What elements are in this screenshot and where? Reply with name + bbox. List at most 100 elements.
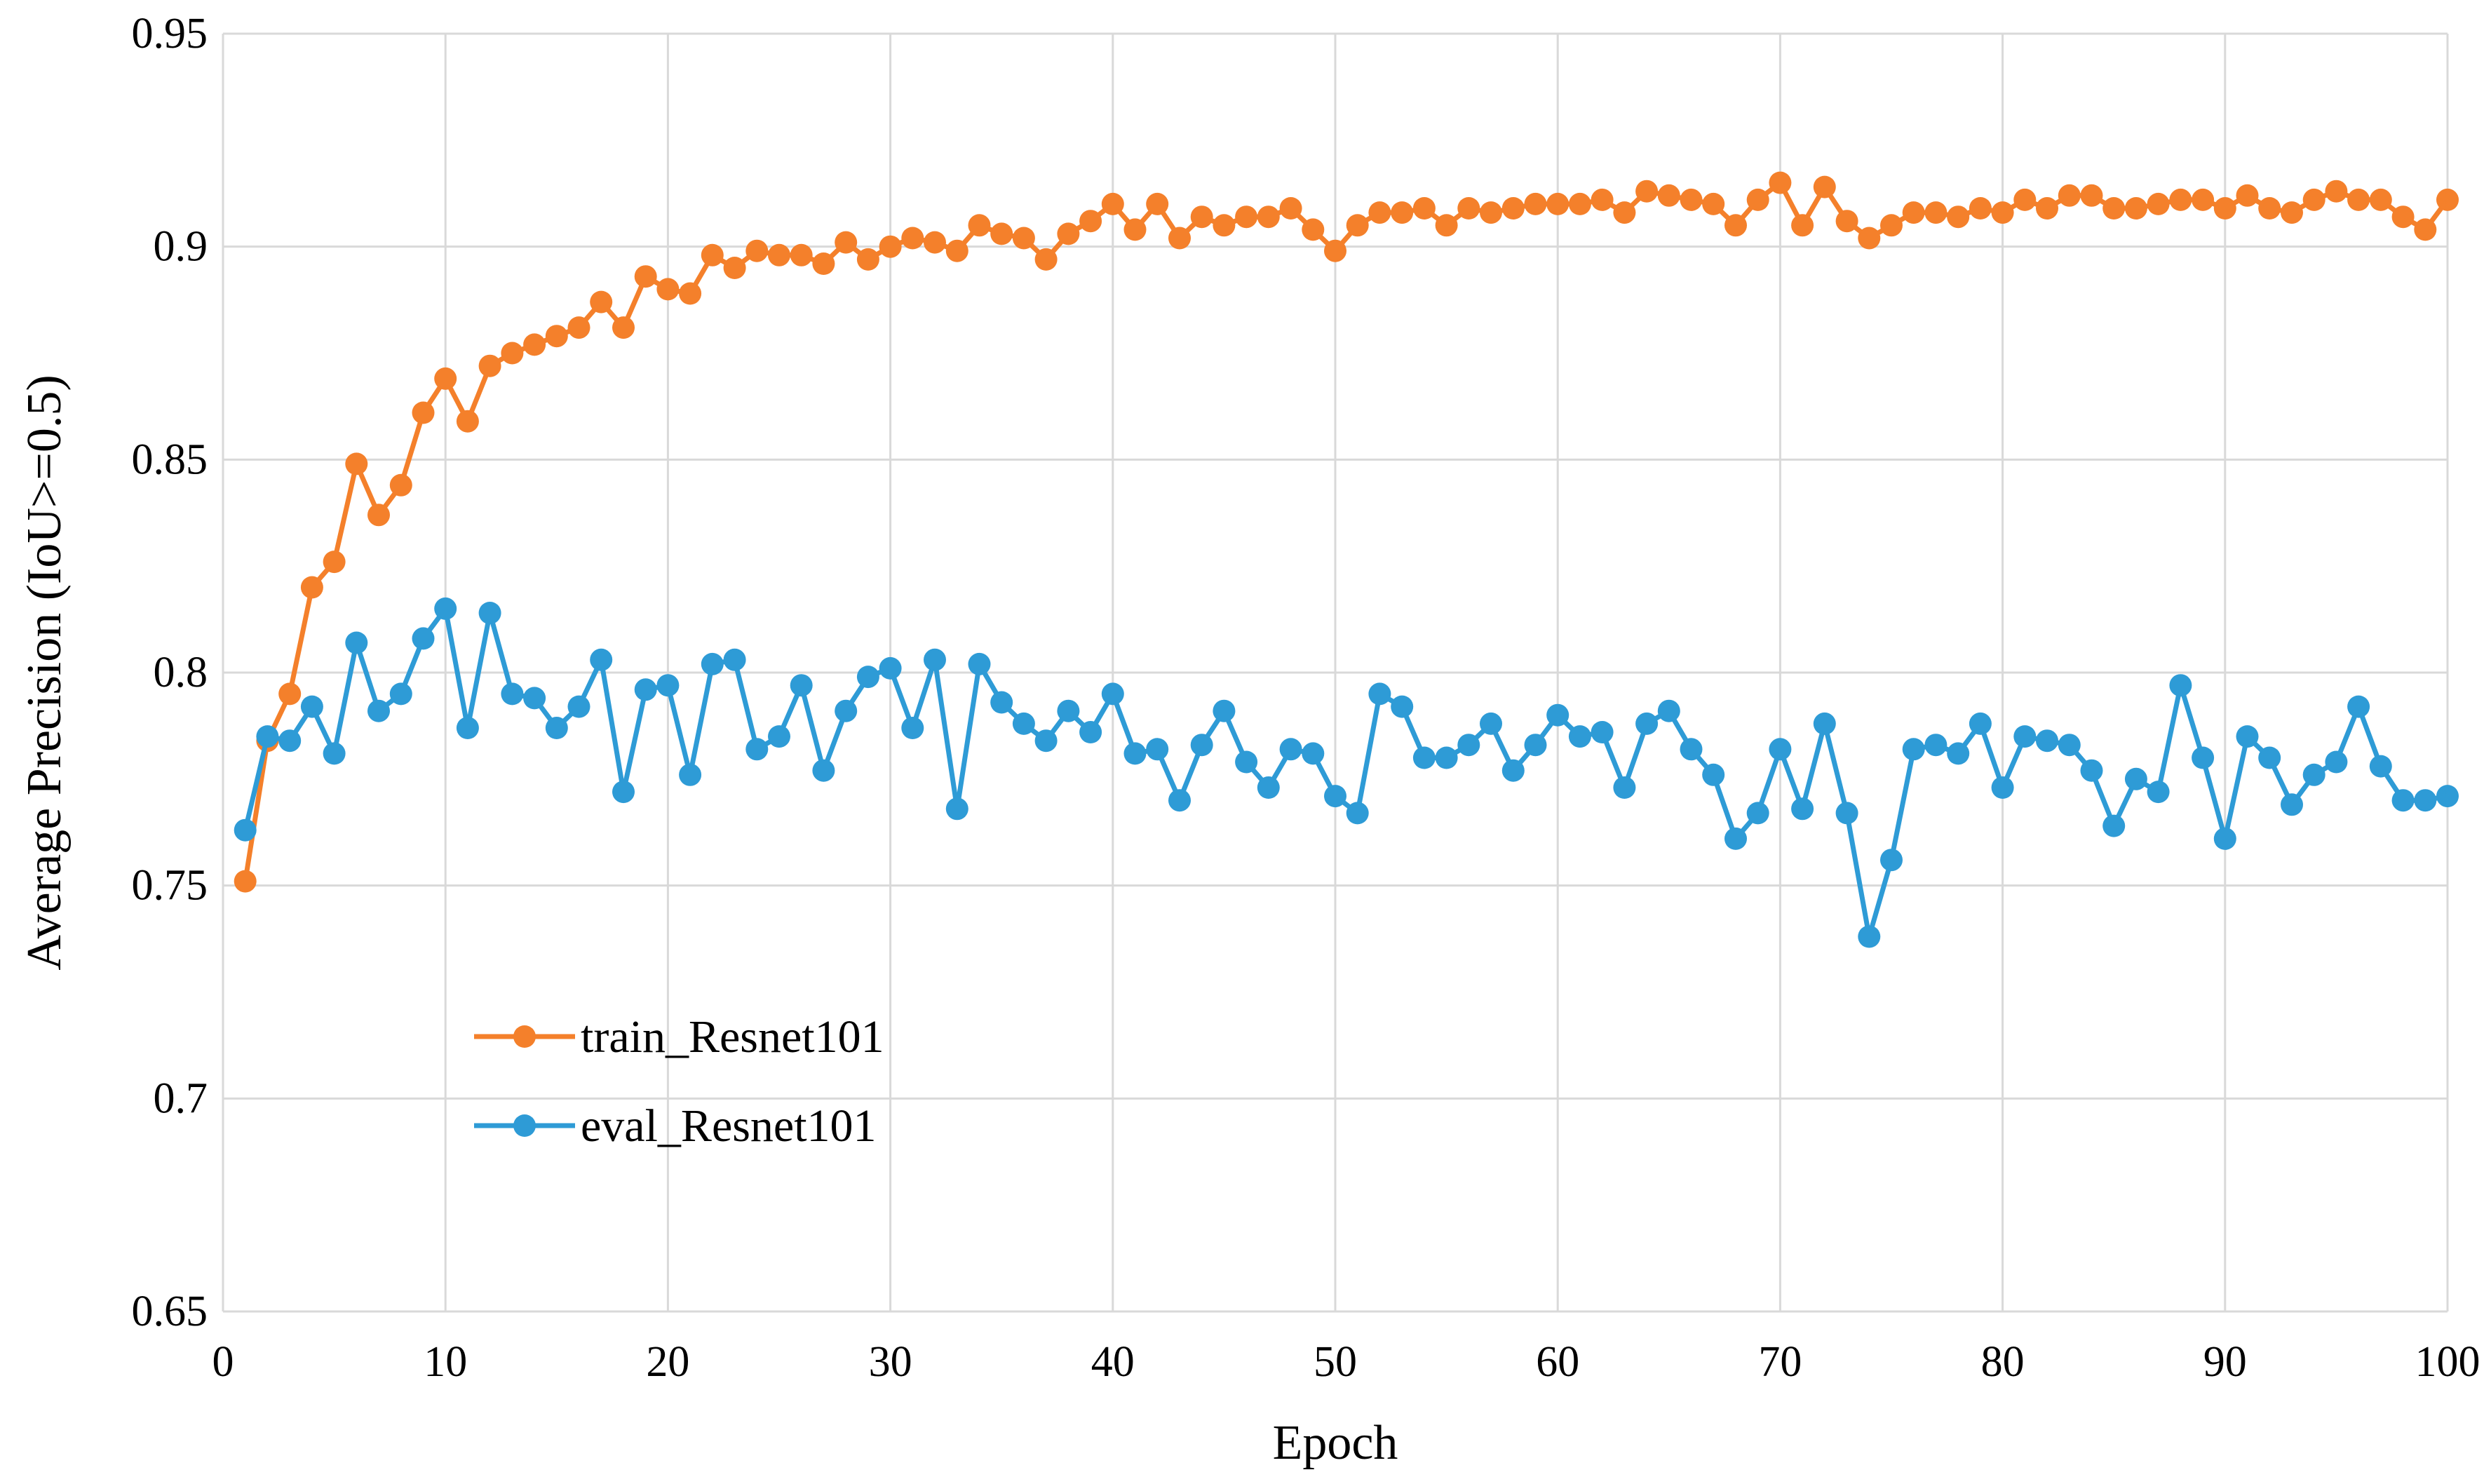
data-point xyxy=(1546,192,1569,215)
data-point xyxy=(2369,755,2392,778)
data-point xyxy=(612,781,635,804)
data-point xyxy=(1902,201,1925,224)
data-point xyxy=(2102,197,2126,220)
data-point xyxy=(1568,725,1591,748)
data-point xyxy=(1302,218,1325,241)
data-point xyxy=(1702,763,1725,786)
data-point xyxy=(634,265,657,288)
data-point xyxy=(1858,925,1881,948)
data-point xyxy=(1079,210,1102,233)
x-tick-label: 80 xyxy=(1981,1338,2025,1386)
y-tick-label: 0.65 xyxy=(132,1288,208,1335)
data-point xyxy=(1813,175,1836,198)
data-point xyxy=(901,227,924,250)
data-point xyxy=(234,818,257,842)
data-point xyxy=(1190,734,1213,757)
data-point xyxy=(924,231,946,254)
data-point xyxy=(1724,214,1747,237)
x-axis-title: Epoch xyxy=(1273,1416,1398,1470)
data-point xyxy=(1680,188,1703,211)
x-tick-label: 40 xyxy=(1091,1338,1135,1386)
data-point xyxy=(612,316,635,339)
data-point xyxy=(2391,205,2415,229)
data-point xyxy=(367,699,390,722)
x-tick-label: 30 xyxy=(869,1338,912,1386)
data-point xyxy=(634,678,657,701)
data-point xyxy=(434,597,457,620)
legend-item: train_Resnet101 xyxy=(474,1011,884,1063)
data-point xyxy=(1924,201,1947,224)
y-tick-label: 0.7 xyxy=(154,1074,208,1122)
x-tick-label: 10 xyxy=(424,1338,467,1386)
data-point xyxy=(2036,197,2058,220)
data-point xyxy=(968,652,991,675)
data-point xyxy=(345,631,368,654)
x-tick-label: 60 xyxy=(1536,1338,1579,1386)
data-point xyxy=(323,551,346,574)
data-point xyxy=(1279,197,1302,220)
y-tick-label: 0.95 xyxy=(132,10,208,58)
x-tick-label: 70 xyxy=(1758,1338,1802,1386)
data-point xyxy=(1235,205,1258,229)
data-point xyxy=(1457,734,1480,757)
data-point xyxy=(1947,742,1970,765)
data-point xyxy=(590,290,613,313)
data-point xyxy=(1791,214,1814,237)
data-point xyxy=(1213,699,1236,722)
data-point xyxy=(1012,712,1035,735)
data-point xyxy=(835,699,858,722)
data-point xyxy=(2302,763,2325,786)
data-point xyxy=(701,243,724,267)
data-point xyxy=(1858,227,1881,250)
data-point xyxy=(300,695,323,718)
data-point xyxy=(1012,227,1035,250)
series-line xyxy=(243,606,2450,939)
y-tick-label: 0.9 xyxy=(154,223,208,271)
y-tick-label: 0.85 xyxy=(132,436,208,483)
data-point xyxy=(1880,849,1903,872)
legend-swatch-marker xyxy=(513,1114,536,1137)
gridlines xyxy=(222,32,2449,1313)
legend-item: eval_Resnet101 xyxy=(474,1100,877,1152)
data-point xyxy=(945,239,968,262)
data-point xyxy=(590,648,613,671)
data-point xyxy=(879,235,902,258)
data-point xyxy=(1501,197,1525,220)
data-point xyxy=(2124,197,2147,220)
data-point xyxy=(1412,746,1436,769)
legend-label: train_Resnet101 xyxy=(581,1011,884,1063)
data-point xyxy=(745,738,769,761)
data-point xyxy=(2192,188,2215,211)
data-point xyxy=(1235,750,1258,774)
data-point xyxy=(879,656,902,680)
data-point xyxy=(1991,201,2014,224)
data-point xyxy=(1279,738,1302,761)
data-point xyxy=(1123,218,1147,241)
data-point xyxy=(1769,171,1792,194)
data-point xyxy=(278,682,302,706)
data-point xyxy=(1146,738,1169,761)
x-tick-label: 90 xyxy=(2203,1338,2247,1386)
data-point xyxy=(1034,729,1058,753)
data-point xyxy=(1412,197,1436,220)
data-point xyxy=(1435,746,1458,769)
data-point xyxy=(2236,184,2259,207)
data-point xyxy=(2058,184,2081,207)
data-point xyxy=(1969,712,1992,735)
series-layer xyxy=(234,171,2459,948)
data-point xyxy=(2325,180,2348,203)
data-point xyxy=(990,222,1013,245)
data-point xyxy=(1346,214,1369,237)
data-point xyxy=(2147,192,2170,215)
data-point xyxy=(1257,776,1280,799)
data-point xyxy=(1101,192,1124,215)
data-point xyxy=(1657,699,1680,722)
data-point xyxy=(1346,802,1369,825)
data-point xyxy=(856,666,879,689)
data-point xyxy=(1591,188,1614,211)
data-point xyxy=(456,717,479,739)
data-point xyxy=(1213,214,1236,237)
data-point xyxy=(2281,793,2303,816)
data-point xyxy=(1746,802,1769,825)
data-point xyxy=(1791,797,1814,821)
